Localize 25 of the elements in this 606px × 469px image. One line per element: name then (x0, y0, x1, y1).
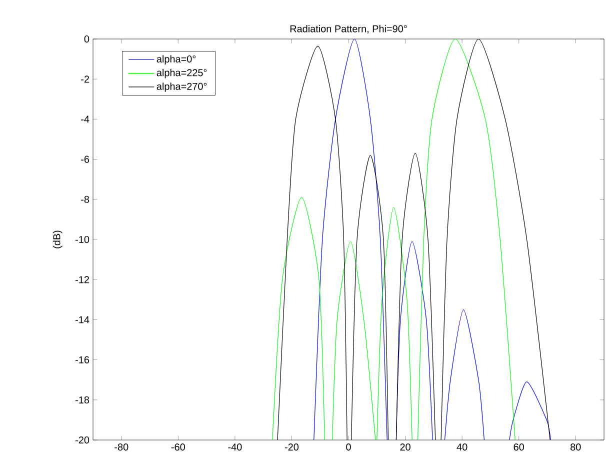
y-tick-label: -16 (76, 356, 90, 364)
x-tick-label: -80 (114, 444, 128, 451)
x-tick-label: 0 (346, 444, 351, 451)
x-tick-label: 40 (456, 444, 468, 451)
x-tick-label: -60 (171, 444, 185, 451)
x-tick-label: 60 (514, 444, 524, 451)
y-tick-label: -18 (76, 396, 90, 404)
x-tick-label: -40 (228, 444, 242, 451)
legend-label: alpha=270° (156, 82, 207, 92)
y-tick-label: -14 (76, 316, 90, 324)
legend-label: alpha=0° (156, 55, 196, 64)
y-tick-label: -12 (76, 276, 89, 284)
y-tick-label: -10 (76, 236, 90, 244)
y-tick-label: -20 (76, 436, 90, 444)
legend-label: alpha=225° (156, 68, 207, 78)
y-tick-label: -6 (81, 156, 90, 163)
chart-title: Radiation Pattern, Phi=90° (290, 25, 407, 34)
y-axis-title: (dB) (52, 230, 62, 248)
y-tick-label: 0 (84, 35, 90, 43)
x-tick-label: 80 (570, 444, 581, 451)
x-tick-label: 20 (400, 444, 410, 451)
y-tick-label: -2 (81, 76, 89, 83)
y-tick-label: -4 (81, 116, 90, 123)
y-tick-label: -8 (81, 196, 90, 203)
x-tick-label: -20 (284, 444, 299, 451)
